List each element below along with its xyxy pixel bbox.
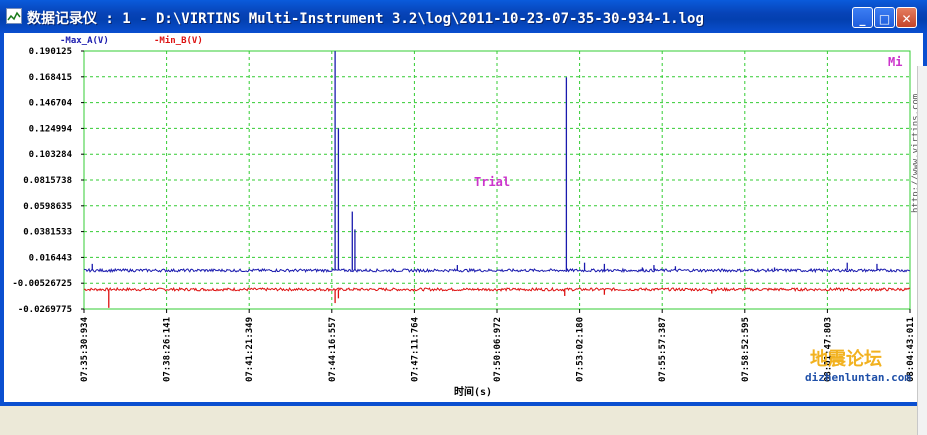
- y-tick-label: 0.016443: [29, 253, 72, 263]
- x-axis-ticks: 07:35:30:934 07:38:26:141 07:41:21:349 07:4…: [80, 309, 916, 382]
- x-tick-label: 08:04:43:011: [906, 317, 916, 382]
- legend-series-a: -Max_A(V): [60, 36, 109, 46]
- y-tick-label: 0.168415: [29, 73, 72, 83]
- x-tick-label: 07:58:52:595: [741, 317, 751, 382]
- y-tick-label: -0.00526725: [12, 279, 72, 289]
- chart-app-icon: [6, 8, 22, 24]
- side-watermark-url: http://www.virtins.com: [911, 94, 921, 213]
- close-button[interactable]: ✕: [896, 7, 917, 28]
- trial-watermark: Trial: [474, 175, 510, 189]
- window-frame-bottom: [0, 402, 927, 406]
- series-a-trace: [83, 51, 911, 274]
- x-tick-label: 07:44:16:557: [328, 317, 338, 382]
- x-tick-label: 07:47:11:764: [410, 316, 420, 382]
- x-tick-label: 07:38:26:141: [163, 317, 173, 382]
- corner-label: Mi: [888, 55, 902, 69]
- grid-lines: [84, 51, 910, 309]
- window-frame-left: [0, 33, 4, 406]
- x-tick-label: 07:53:02:180: [576, 317, 586, 382]
- y-tick-label: 0.124994: [29, 124, 73, 134]
- window-title: 数据记录仪 : 1 - D:\VIRTINS Multi-Instrument …: [27, 11, 704, 27]
- y-tick-label: 0.190125: [29, 47, 72, 57]
- series-noise-line: [83, 286, 911, 292]
- y-tick-label: 0.0815738: [23, 176, 72, 186]
- legend-series-b: -Min_B(V): [154, 35, 203, 46]
- data-logger-chart[interactable]: -Max_A(V) -Min_B(V) 0.190125 0.168415 0.14…: [4, 33, 923, 402]
- x-tick-label: 07:50:06:972: [493, 317, 503, 382]
- series-b-trace: [83, 286, 911, 308]
- x-tick-label: 07:41:21:349: [245, 317, 255, 382]
- series-noise-line: [83, 267, 911, 274]
- x-tick-label: 08:01:47:803: [823, 317, 833, 382]
- maximize-button[interactable]: □: [874, 7, 895, 28]
- minimize-button[interactable]: _: [852, 7, 873, 28]
- forum-watermark-url: dizhenluntan.com: [805, 371, 911, 384]
- y-tick-label: 0.0381533: [23, 228, 72, 238]
- y-tick-label: 0.0598635: [23, 202, 72, 212]
- y-axis-ticks: 0.190125 0.168415 0.146704 0.124994 0.103284…: [12, 47, 84, 315]
- y-tick-label: 0.103284: [29, 150, 73, 160]
- y-tick-label: 0.146704: [29, 99, 73, 109]
- title-bar[interactable]: 数据记录仪 : 1 - D:\VIRTINS Multi-Instrument …: [0, 0, 927, 33]
- y-tick-label: -0.0269775: [18, 305, 72, 315]
- x-axis-label: 时间(s): [454, 385, 492, 398]
- x-tick-label: 07:55:57:387: [658, 317, 668, 382]
- chart-area[interactable]: -Max_A(V) -Min_B(V) 0.190125 0.168415 0.14…: [4, 33, 927, 435]
- forum-watermark-cn: 地震论坛: [810, 348, 882, 370]
- x-tick-label: 07:35:30:934: [80, 316, 90, 382]
- vertical-scrollbar[interactable]: [917, 66, 927, 435]
